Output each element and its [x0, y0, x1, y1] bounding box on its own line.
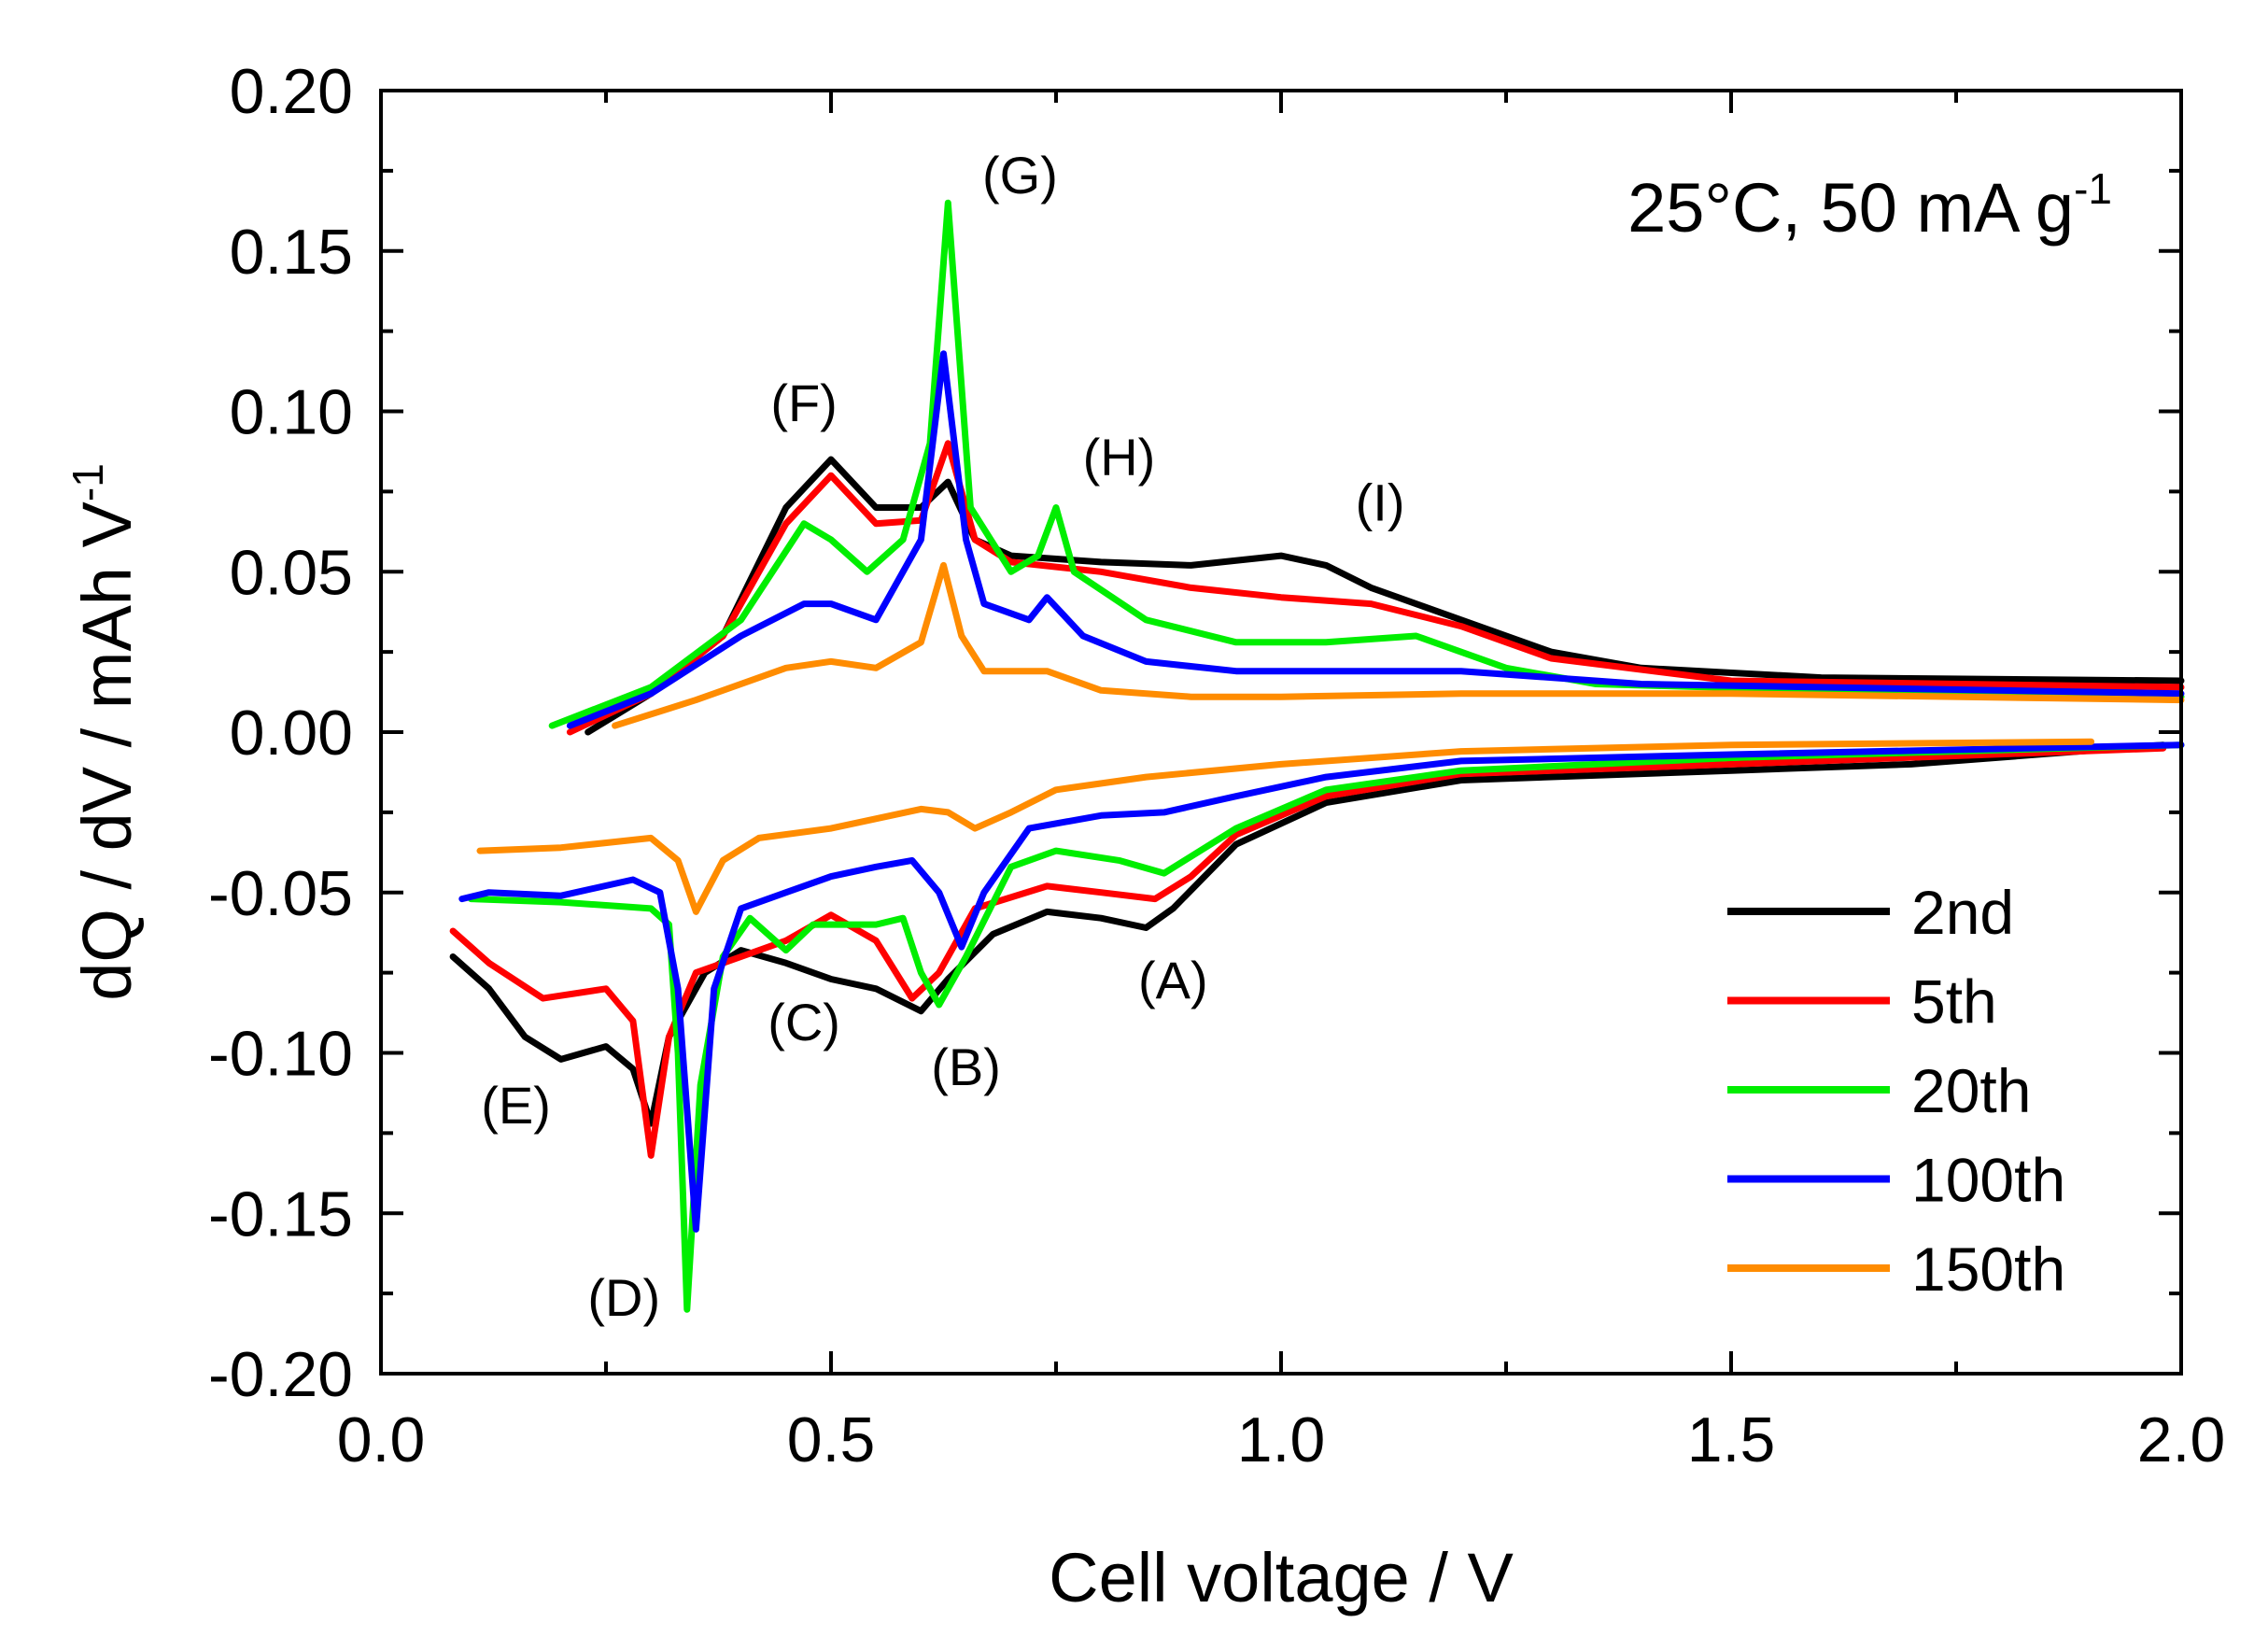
annotation-label: (B): [931, 1037, 1001, 1096]
y-axis-label: dQ / dV / mAh V-1: [63, 463, 146, 1001]
annotation-label: (E): [481, 1076, 551, 1135]
legend-label: 100th: [1911, 1146, 2065, 1215]
annotation-label: (G): [982, 146, 1058, 205]
series-150th-discharge-line: [476, 738, 2095, 915]
annotation-label: (H): [1083, 428, 1156, 487]
series-100th-charge-line: [566, 350, 2185, 729]
y-tick-label: -0.20: [208, 1339, 353, 1410]
series-2nd-charge-line: [585, 456, 2185, 736]
annotation-label: (A): [1138, 951, 1208, 1009]
annotation-label: (D): [587, 1268, 660, 1327]
legend-label: 20th: [1911, 1056, 2031, 1125]
series-100th-discharge-line: [458, 741, 2185, 1233]
series-20th-discharge-line: [467, 741, 2185, 1313]
x-tick-label: 2.0: [2137, 1404, 2226, 1475]
y-tick-label: 0.10: [230, 377, 353, 448]
series-20th-charge-line: [548, 199, 2185, 729]
y-tick-label: -0.05: [208, 858, 353, 929]
annotation-label: (F): [770, 374, 838, 432]
peak-annotations: (A) (B) (C) (D) (E) (F) (G) (H) (I): [481, 146, 1404, 1327]
legend-label: 150th: [1911, 1235, 2065, 1304]
y-tick-label: 0.20: [230, 56, 353, 127]
y-tick-label: -0.10: [208, 1019, 353, 1090]
x-axis-label: Cell voltage / V: [1049, 1539, 1514, 1616]
x-tick-label: 0.5: [787, 1404, 876, 1475]
curves-layer: [449, 199, 2185, 1313]
legend-label: 5th: [1911, 967, 1997, 1037]
series-5th-discharge-line: [449, 744, 2167, 1159]
x-tick-label: 1.0: [1237, 1404, 1326, 1475]
annotation-label: (I): [1356, 473, 1405, 531]
y-tick-label: 0.15: [230, 217, 353, 288]
legend-label: 2nd: [1911, 878, 2014, 947]
y-tick-label: 0.05: [230, 537, 353, 608]
condition-note: 25°C, 50 mA g-1: [1627, 164, 2112, 247]
axis-ticks: 0.0 0.5 1.0 1.5 2.0 0.20 0.15 0.10 0.05 0.00 -0.05…: [208, 56, 2225, 1475]
series-5th-charge-line: [566, 440, 2185, 736]
legend: 2nd 5th 20th 100th 150th: [1727, 878, 2065, 1304]
y-tick-label: 0.00: [230, 698, 353, 769]
annotation-label: (C): [768, 993, 840, 1051]
x-tick-label: 1.5: [1687, 1404, 1776, 1475]
x-tick-label: 0.0: [337, 1404, 426, 1475]
series-150th-charge-line: [612, 561, 2185, 729]
series-2nd-discharge-line: [449, 741, 2167, 1127]
y-tick-label: -0.15: [208, 1178, 353, 1249]
